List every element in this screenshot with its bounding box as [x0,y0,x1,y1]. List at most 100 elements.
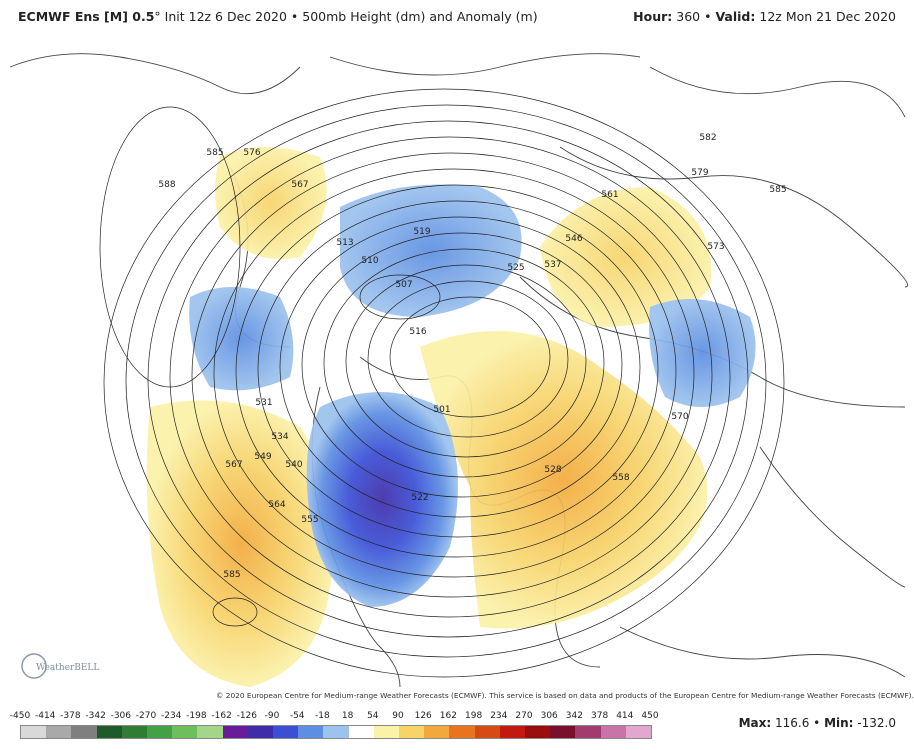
colorbar-swatch [424,726,450,738]
weatherbell-logo: WeatherBELL [20,648,106,686]
contour-label: 522 [411,493,428,503]
contour-label: 567 [225,460,242,470]
header-bar: ECMWF Ens [M] 0.5° Init 12z 6 Dec 2020 •… [0,0,914,26]
contour-label: 585 [223,570,240,580]
contour-label: 507 [395,280,412,290]
contour-label: 540 [285,460,302,470]
colorbar-swatch [197,726,223,738]
contour-label: 546 [565,234,582,244]
colorbar-tick-label: 342 [565,711,583,721]
colorbar-swatch [46,726,72,738]
colorbar-tick-label: 306 [540,711,558,721]
colorbar-tick-label: 162 [439,711,457,721]
colorbar-swatch [21,726,47,738]
max-value: 116.6 [774,716,810,730]
colorbar-swatch [298,726,324,738]
height-contours [99,88,785,678]
colorbar-swatch [600,726,626,738]
hour-value: 360 [676,9,701,24]
colorbar-swatch [348,726,374,738]
colorbar-swatch [71,726,97,738]
contour-label: 561 [601,190,618,200]
contour-label: 510 [361,256,378,266]
contour-label: 573 [707,242,724,252]
min-value: -132.0 [857,716,896,730]
contour-label: 537 [544,260,561,270]
contour-label: 513 [336,238,353,248]
contour-label: 564 [268,500,285,510]
colorbar-tick-label: 450 [641,711,659,721]
colorbar-swatch [96,726,122,738]
contour-label: 588 [158,180,175,190]
contour-label: 570 [671,412,688,422]
contour-label: 549 [254,452,271,462]
contour-label: 585 [206,148,223,158]
colorbar-swatch [399,726,425,738]
max-label: Max: [738,716,772,730]
colorbar-tick-label: 90 [392,711,404,721]
contour-label: 525 [507,263,524,273]
colorbar-tick-label: -54 [289,711,305,721]
run-description: Init 12z 6 Dec 2020 • 500mb Height (dm) … [164,9,538,24]
copyright-notice: © 2020 European Centre for Medium-range … [216,691,914,700]
colorbar-tick-label: 234 [490,711,508,721]
colorbar-swatch [373,726,400,738]
contour-label: 501 [433,405,450,415]
colorbar-tick-label: -198 [186,711,207,721]
colorbar-tick-label: 270 [515,711,533,721]
model-name: ECMWF Ens [M] 0.5 [18,9,155,24]
colorbar-swatch [575,726,601,738]
max-min-readout: Max: 116.6 • Min: -132.0 [739,716,896,730]
colorbar-swatch [449,726,475,738]
colorbar-tick-label: 378 [591,711,609,721]
colorbar-swatch [474,726,500,738]
contour-label: 585 [769,185,786,195]
colorbar-tick-label: 126 [414,711,432,721]
colorbar-tick-label: -270 [135,711,157,721]
colorbar-swatch [550,726,576,738]
colorbar-tick-label: 18 [341,711,354,721]
colorbar-tick-label: 198 [465,711,483,721]
colorbar-tick-label: -378 [60,711,81,721]
warm-anomaly-pacific [146,400,336,687]
contour-label: 579 [691,168,708,178]
colorbar-tick-label: -162 [211,711,232,721]
contour-label: 516 [409,327,426,337]
cold-anomaly-siberia [340,184,522,317]
colorbar-tick-label: -450 [9,711,31,721]
map-title: ECMWF Ens [M] 0.5° Init 12z 6 Dec 2020 •… [18,9,538,24]
forecast-map: 585 588 576 567 513 510 519 507 516 525 … [9,53,909,688]
colorbar-tick-label: -342 [85,711,106,721]
min-label: Min: [824,716,854,730]
contour-labels: 585 588 576 567 513 510 519 507 516 525 … [158,133,786,580]
colorbar-tick-label: 414 [616,711,634,721]
contour-label: 558 [612,473,629,483]
contour-label: 528 [544,465,561,475]
anomaly-shading [146,147,756,687]
anomaly-colorbar [20,725,652,739]
valid-value: 12z Mon 21 Dec 2020 [759,9,896,24]
colorbar-swatch [323,726,349,738]
forecast-valid: Hour: 360 • Valid: 12z Mon 21 Dec 2020 [633,9,896,24]
colorbar-swatch [525,726,551,738]
colorbar-swatch [273,726,299,738]
colorbar-tick-label: -306 [110,711,132,721]
contour-label: 555 [301,515,318,525]
colorbar-swatch [121,726,148,738]
colorbar-swatch [625,726,652,738]
colorbar-swatch [499,726,526,738]
cold-anomaly-alaska [189,287,294,391]
colorbar-tick-label: -90 [264,711,280,721]
warm-anomaly-europe [540,187,712,327]
logo-text: WeatherBELL [36,663,99,673]
colorbar-tick-label: -18 [315,711,330,721]
valid-label: Valid: [715,9,756,24]
degree-symbol: ° [154,9,161,24]
contour-label: 531 [255,398,272,408]
cold-anomaly-north-america [306,392,458,607]
colorbar-tick-labels: -450 -414 -378 -342 -306 -270 -234 -198 -162 -126… [0,711,660,723]
colorbar-tick-label: -234 [160,711,182,721]
colorbar-swatch [247,726,274,738]
hour-label: Hour: [633,9,673,24]
colorbar-swatch [147,726,173,738]
